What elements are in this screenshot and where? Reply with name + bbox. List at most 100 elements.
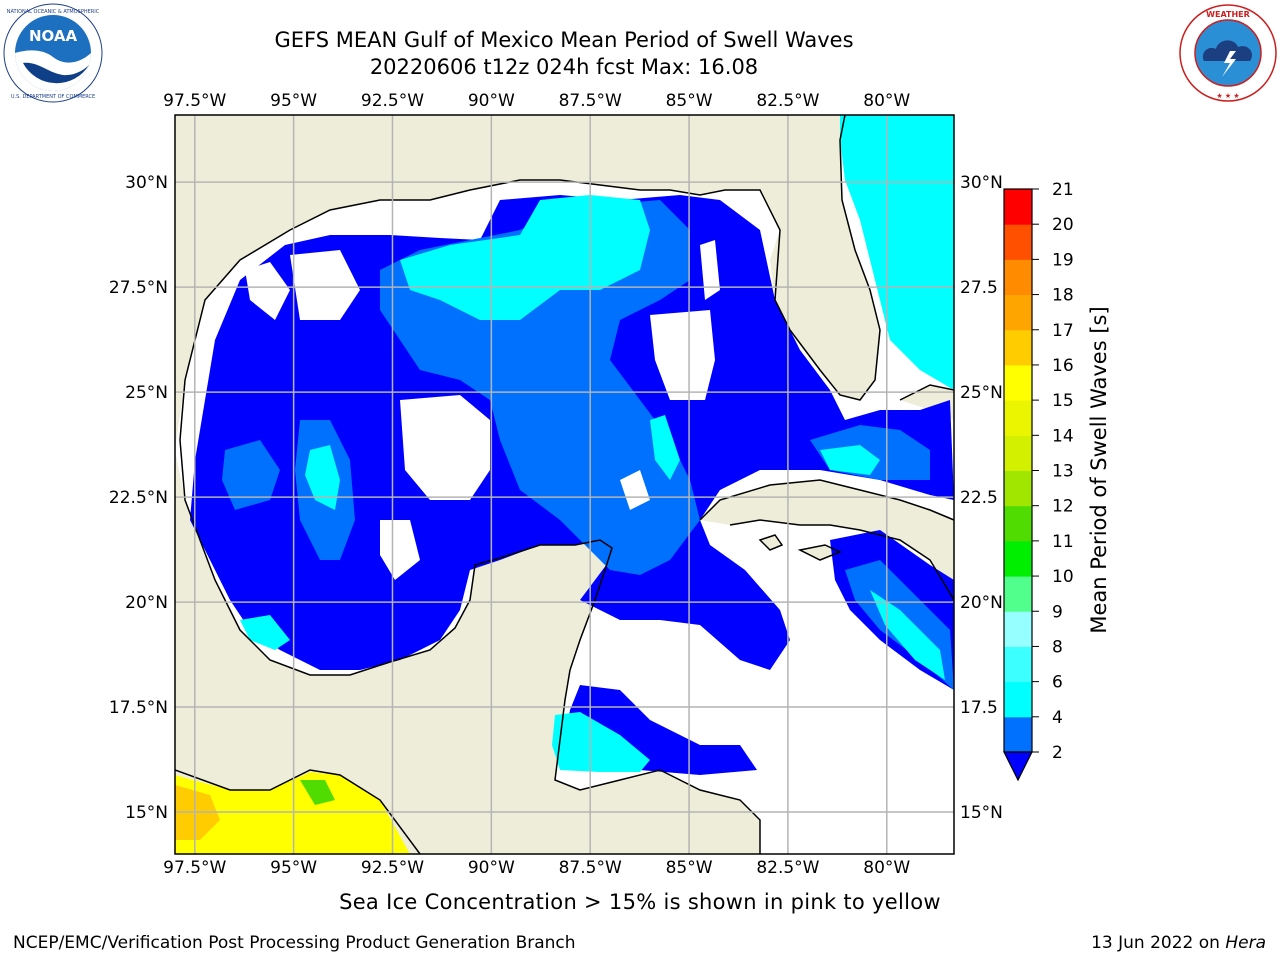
land-north-america <box>175 115 880 450</box>
latitude-label-left: 20°N <box>125 593 168 613</box>
run-date-credit: 13 Jun 2022 on Hera <box>1091 933 1266 953</box>
colorbar-tick-label: 13 <box>1052 462 1074 482</box>
longitude-label: 87.5°W <box>559 91 622 111</box>
nws-logo: WEATHER ★ ★ ★ <box>1179 4 1277 102</box>
colorbar-tick-label: 12 <box>1052 497 1074 517</box>
colorbar-segment <box>1004 470 1032 507</box>
swell-region-cyan-florida <box>840 115 954 390</box>
latitude-label-right: 30°N <box>960 173 1003 193</box>
colorbar-segment <box>1004 716 1032 753</box>
colorbar-segment <box>1004 646 1032 683</box>
colorbar-segment <box>1004 400 1032 436</box>
gridlines <box>175 115 954 854</box>
longitude-label: 85°W <box>666 858 713 878</box>
colorbar-segment <box>1004 540 1032 577</box>
swell-region-cyan-east <box>820 445 945 680</box>
longitude-label: 82.5°W <box>756 91 819 111</box>
producer-credit: NCEP/EMC/Verification Post Processing Pr… <box>13 933 576 953</box>
longitude-label: 92.5°W <box>361 858 424 878</box>
svg-text:NOAA: NOAA <box>29 27 78 45</box>
sea-ice-note: Sea Ice Concentration > 15% is shown in … <box>339 890 941 914</box>
ice-region-yellow <box>175 772 410 854</box>
colorbar-tick-label: 9 <box>1052 602 1063 622</box>
land-mexico <box>175 450 760 854</box>
longitude-label: 90°W <box>468 858 515 878</box>
colorbar-segment <box>1004 611 1032 647</box>
longitude-label: 95°W <box>270 858 317 878</box>
colorbar-segment <box>1004 259 1032 296</box>
host-name: Hera <box>1225 933 1266 953</box>
nodata-patches <box>245 240 790 730</box>
latitude-label-left: 25°N <box>125 383 168 403</box>
latitude-label-right: 17.5 <box>960 698 998 718</box>
longitude-labels-top: 97.5°W 95°W 92.5°W 90°W 87.5°W 85°W 82.5°W 80°W <box>163 91 910 111</box>
longitude-label: 80°W <box>863 91 910 111</box>
noaa-logo: NOAA U.S. DEPARTMENT OF COMMERCE NATIONA… <box>3 3 103 103</box>
swell-region-cyan-south <box>552 415 680 772</box>
colorbar-tick-label: 8 <box>1052 637 1063 657</box>
map-plot-area <box>175 115 954 854</box>
latitude-label-left: 17.5°N <box>109 698 168 718</box>
longitude-label: 97.5°W <box>163 91 226 111</box>
colorbar-tick-label: 6 <box>1052 673 1063 693</box>
latitude-labels-right: 30°N 27.5 25°N 22.5 20°N 17.5 15°N <box>960 173 1003 823</box>
ice-region-green <box>300 780 335 805</box>
svg-text:NATIONAL OCEANIC & ATMOSPHERIC: NATIONAL OCEANIC & ATMOSPHERIC <box>7 9 100 15</box>
latitude-labels-left: 30°N 27.5°N 25°N 22.5°N 20°N 17.5°N 15°N <box>109 173 168 823</box>
svg-text:WEATHER: WEATHER <box>1206 10 1250 19</box>
longitude-label: 85°W <box>666 91 713 111</box>
colorbar-tick-label: 18 <box>1052 286 1074 306</box>
colorbar-tick-label: 16 <box>1052 356 1074 376</box>
map-title: GEFS MEAN Gulf of Mexico Mean Period of … <box>274 28 854 52</box>
map-frame <box>174 114 955 855</box>
colorbar-tick-label: 10 <box>1052 567 1074 587</box>
colorbar-segment <box>1004 329 1032 366</box>
coastline <box>175 115 954 854</box>
colorbar-tick-label: 4 <box>1052 708 1063 728</box>
colorbar-segment <box>1004 505 1032 542</box>
colorbar-tick-label: 21 <box>1052 180 1074 200</box>
longitude-label: 90°W <box>468 91 515 111</box>
colorbar-tick-label: 14 <box>1052 426 1074 446</box>
swell-region-medblue-east <box>810 425 954 690</box>
colorbar-segment <box>1004 364 1032 401</box>
map-subtitle: 20220606 t12z 024h fcst Max: 16.08 <box>369 55 759 79</box>
colorbar: 2 4 6 8 9 10 11 12 13 14 15 16 17 18 19 20 21 <box>1003 180 1074 782</box>
colorbar-segment <box>1004 576 1032 612</box>
latitude-label-left: 15°N <box>125 803 168 823</box>
longitude-label: 92.5°W <box>361 91 424 111</box>
colorbar-segment <box>1004 294 1032 331</box>
colorbar-segment <box>1004 189 1032 225</box>
colorbar-label: Mean Period of Swell Waves [s] <box>1087 306 1111 633</box>
latitude-label-right: 20°N <box>960 593 1003 613</box>
latitude-label-right: 15°N <box>960 803 1003 823</box>
latitude-label-left: 30°N <box>125 173 168 193</box>
colorbar-segment <box>1004 435 1032 471</box>
longitude-label: 87.5°W <box>559 858 622 878</box>
longitude-label: 97.5°W <box>163 858 226 878</box>
longitude-label: 82.5°W <box>756 858 819 878</box>
latitude-label-left: 27.5°N <box>109 278 168 298</box>
colorbar-extend-triangle <box>1003 751 1033 782</box>
colorbar-tick-label: 17 <box>1052 321 1074 341</box>
svg-text:★ ★ ★: ★ ★ ★ <box>1216 92 1239 100</box>
latitude-label-right: 27.5 <box>960 278 998 298</box>
run-date: 13 Jun 2022 on <box>1091 933 1226 953</box>
longitude-label: 80°W <box>863 858 910 878</box>
swell-region-cyan-west <box>240 445 340 650</box>
latitude-label-left: 22.5°N <box>109 488 168 508</box>
colorbar-tick-label: 2 <box>1052 743 1063 763</box>
colorbar-tick-label: 20 <box>1052 215 1074 235</box>
land-cuba <box>700 480 954 600</box>
latitude-label-right: 22.5 <box>960 488 998 508</box>
colorbar-segment <box>1004 224 1032 260</box>
svg-text:U.S. DEPARTMENT OF COMMERCE: U.S. DEPARTMENT OF COMMERCE <box>11 94 95 100</box>
colorbar-segment <box>1004 681 1032 718</box>
colorbar-tick-label: 11 <box>1052 532 1074 552</box>
latitude-label-right: 25°N <box>960 383 1003 403</box>
longitude-label: 95°W <box>270 91 317 111</box>
colorbar-tick-label: 19 <box>1052 250 1074 270</box>
longitude-labels-bottom: 97.5°W 95°W 92.5°W 90°W 87.5°W 85°W 82.5°W 80°W <box>163 858 910 878</box>
colorbar-tick-label: 15 <box>1052 391 1074 411</box>
